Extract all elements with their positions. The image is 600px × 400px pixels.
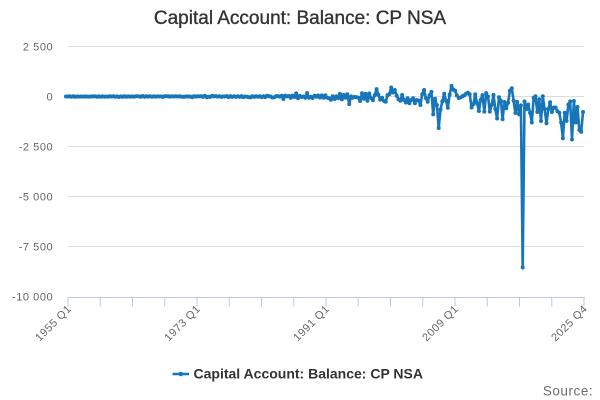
svg-text:0: 0	[47, 92, 54, 104]
svg-text:-7 500: -7 500	[19, 242, 54, 254]
svg-text:-2 500: -2 500	[19, 142, 54, 154]
svg-text:2 500: 2 500	[23, 42, 53, 54]
svg-text:Capital Account: Balance: CP N: Capital Account: Balance: CP NSA	[154, 8, 447, 29]
svg-text:-10 000: -10 000	[12, 292, 53, 304]
svg-text:-5 000: -5 000	[19, 192, 54, 204]
svg-text:Source:: Source:	[543, 384, 593, 399]
svg-text:Capital Account: Balance: CP N: Capital Account: Balance: CP NSA	[194, 366, 424, 382]
